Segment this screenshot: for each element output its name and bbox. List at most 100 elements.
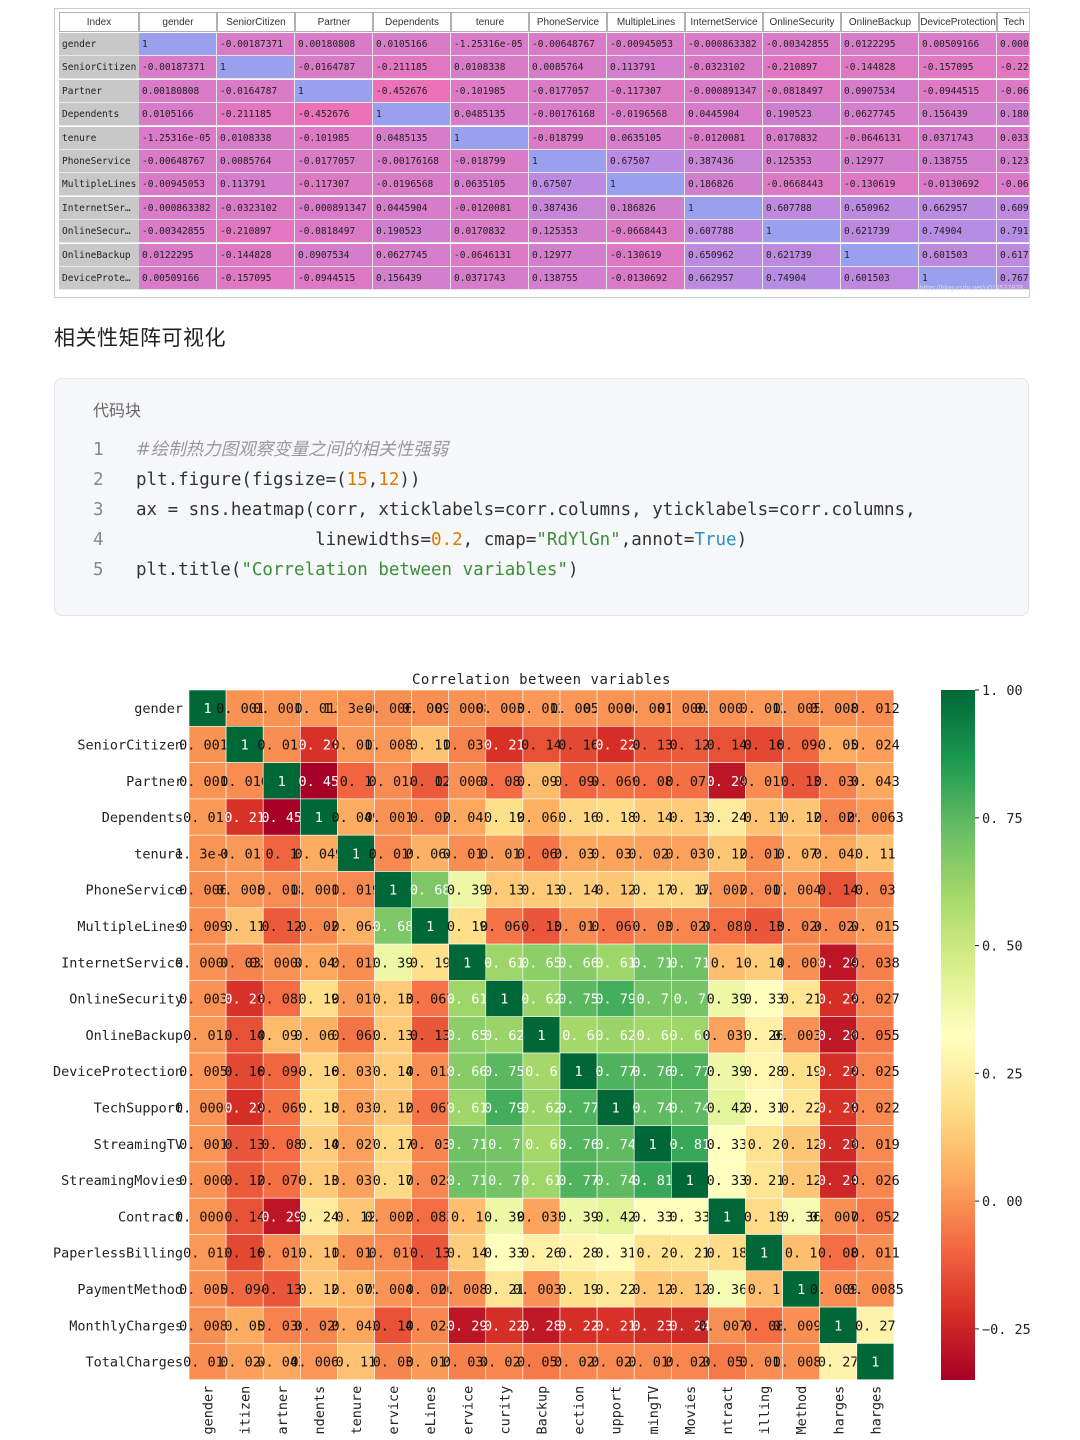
heatmap-annotation: 1 bbox=[834, 1318, 842, 1334]
heatmap-cell bbox=[856, 798, 895, 836]
table-cell: -0.00648767 bbox=[139, 150, 217, 173]
heatmap-annotation: 0. 68 bbox=[373, 919, 414, 935]
heatmap-cell bbox=[782, 1270, 820, 1308]
heatmap-cell bbox=[522, 762, 561, 800]
heatmap-annotation: 0. 052 bbox=[703, 1355, 752, 1371]
heatmap-cell bbox=[225, 1016, 264, 1054]
heatmap-annotation: 0. 012 bbox=[183, 1028, 232, 1044]
heatmap-annotation: 0. 1 bbox=[748, 1282, 781, 1298]
table-header-cell: DeviceProtection bbox=[919, 12, 997, 32]
heatmap-annotation: 0. 22 bbox=[224, 1100, 265, 1116]
table-cell: 0.767 bbox=[997, 267, 1029, 290]
heatmap-annotation: 0. 00013 bbox=[175, 1209, 240, 1225]
code-token: )) bbox=[399, 470, 421, 490]
table-cell: 0.0907534 bbox=[841, 79, 919, 103]
heatmap-cell bbox=[819, 871, 858, 909]
heatmap-annotation: 0. 0041 bbox=[365, 1282, 422, 1298]
code-token: , cmap= bbox=[462, 530, 537, 550]
heatmap-annotation: 0. 049 bbox=[294, 846, 343, 862]
table-cell: -0.000891347 bbox=[295, 196, 373, 220]
table-cell: 0.12977 bbox=[841, 150, 919, 173]
table-cell: -0.117307 bbox=[295, 173, 373, 197]
heatmap-cell bbox=[448, 1234, 487, 1272]
line-number: 4 bbox=[93, 530, 104, 550]
heatmap-cell bbox=[522, 1052, 561, 1090]
heatmap-annotation: 0. 0018 bbox=[365, 810, 422, 826]
heatmap-annotation: 0. 77 bbox=[558, 1100, 599, 1116]
heatmap-cell bbox=[411, 689, 450, 727]
heatmap-cell bbox=[374, 726, 412, 763]
heatmap-annotation: 0. 12 bbox=[595, 883, 636, 899]
table-cell: -0.0164787 bbox=[217, 79, 295, 103]
heatmap-cell bbox=[411, 1052, 450, 1090]
heatmap-annotation: 0. 063 bbox=[294, 1028, 343, 1044]
heatmap-annotation: 0. 019 bbox=[332, 883, 381, 899]
table-cell: -0.000863382 bbox=[685, 33, 763, 56]
heatmap-annotation: 0. 21 bbox=[224, 810, 265, 826]
heatmap-annotation: 0. 65 bbox=[447, 1028, 488, 1044]
heatmap-annotation: 0. 17 bbox=[670, 883, 711, 899]
heatmap-annotation: 0. 055 bbox=[851, 1028, 900, 1044]
heatmap-cell bbox=[337, 762, 375, 800]
heatmap-annotation: 1 bbox=[463, 955, 471, 971]
heatmap-cell bbox=[299, 726, 338, 763]
heatmap-cell bbox=[708, 1125, 746, 1163]
heatmap-annotation: 0. 05 bbox=[818, 737, 859, 753]
heatmap-annotation: 0. 049 bbox=[332, 810, 381, 826]
heatmap-cell bbox=[485, 907, 524, 945]
table-row-label: Dependents bbox=[59, 103, 139, 127]
table-cell: 0.662957 bbox=[685, 267, 763, 290]
heatmap-cell bbox=[374, 1343, 412, 1381]
heatmap-cell bbox=[485, 1016, 524, 1054]
heatmap-annotation: 0. 02 bbox=[299, 919, 340, 935]
heatmap-annotation: 0. 017 bbox=[480, 846, 529, 862]
heatmap-annotation: 0. 14 bbox=[224, 1209, 265, 1225]
table-cell: -0.0668443 bbox=[763, 173, 841, 197]
table-cell: 0.000 bbox=[997, 33, 1029, 56]
heatmap-annotation: 0. 022 bbox=[591, 1355, 640, 1371]
heatmap-annotation: 0. 008 bbox=[777, 955, 826, 971]
heatmap-annotation: 0. 013 bbox=[554, 919, 603, 935]
heatmap-cell bbox=[337, 834, 375, 872]
heatmap-cell bbox=[856, 1016, 895, 1054]
table-row-label: OnlineBackup bbox=[59, 243, 139, 267]
heatmap-annotation: 0. 17 bbox=[373, 1173, 414, 1189]
heatmap-cell bbox=[448, 907, 487, 945]
heatmap-annotation: 0. 12 bbox=[373, 1100, 414, 1116]
heatmap-annotation: 0. 045 bbox=[443, 810, 492, 826]
table-cell: -1.25316e-05 bbox=[139, 126, 217, 150]
heatmap-col-label: ndents bbox=[312, 1386, 328, 1435]
table-cell: 0.67507 bbox=[607, 150, 685, 173]
table-cell: 0.607788 bbox=[763, 196, 841, 220]
heatmap-annotation: 0. 22 bbox=[595, 737, 636, 753]
heatmap-annotation: 0. 038 bbox=[443, 1355, 492, 1371]
heatmap-annotation: 0. 2 bbox=[636, 1246, 669, 1262]
heatmap-annotation: 0. 66 bbox=[558, 955, 599, 971]
table-cell: -0.210897 bbox=[217, 220, 295, 244]
heatmap-cell bbox=[670, 1161, 709, 1199]
heatmap-annotation: 0. 12 bbox=[299, 1282, 340, 1298]
heatmap-cell bbox=[670, 871, 709, 909]
heatmap-annotation: 0. 011 bbox=[740, 846, 789, 862]
heatmap-annotation: 1. 3e-05 bbox=[323, 701, 388, 717]
table-cell: 1 bbox=[217, 56, 295, 80]
heatmap-annotation: 0. 71 bbox=[447, 1173, 488, 1189]
heatmap-cell bbox=[522, 1306, 561, 1344]
heatmap-cell bbox=[188, 834, 227, 872]
heatmap-cell bbox=[670, 1343, 709, 1381]
heatmap-annotation: 0. 28 bbox=[558, 1246, 599, 1262]
table-header-cell: MultipleLines bbox=[607, 12, 685, 32]
heatmap-cell bbox=[633, 1197, 672, 1235]
heatmap-annotation: 0. 6 bbox=[562, 1028, 595, 1044]
table-cell: 0.0627745 bbox=[373, 243, 451, 267]
table-cell: -0.00176168 bbox=[373, 150, 451, 173]
heatmap-cell bbox=[782, 1343, 820, 1381]
table-cell: -0.0196568 bbox=[607, 103, 685, 127]
heatmap-cell bbox=[337, 689, 375, 727]
heatmap-annotation: 0. 016 bbox=[257, 737, 306, 753]
table-header-cell: Dependents bbox=[373, 12, 451, 32]
heatmap-cell bbox=[819, 1306, 858, 1344]
heatmap-annotation: 0. 22 bbox=[818, 1064, 859, 1080]
heatmap-annotation: 0. 011 bbox=[183, 810, 232, 826]
heatmap-cell bbox=[856, 907, 895, 945]
